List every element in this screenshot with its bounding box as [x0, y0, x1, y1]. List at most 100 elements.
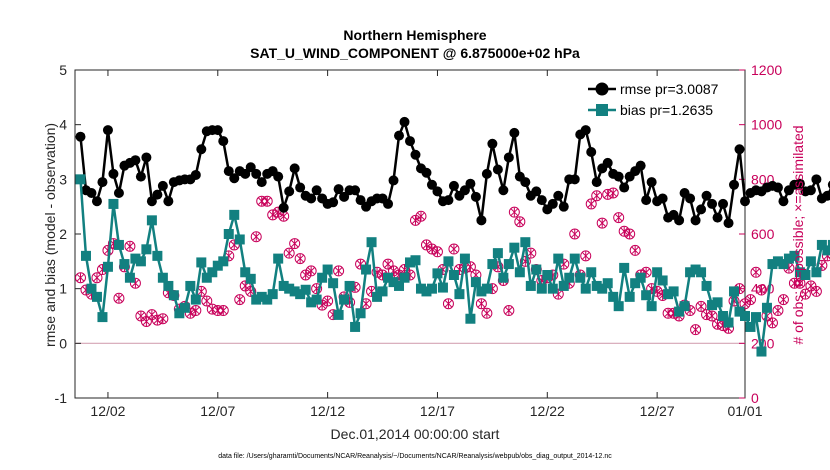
obs-assimilated-point	[203, 296, 211, 306]
rmse-point	[674, 215, 685, 226]
obs-assimilated-point	[604, 189, 612, 199]
x-tick-label: 12/02	[90, 403, 125, 419]
legend-rmse-label: rmse pr=3.0087	[620, 81, 719, 97]
obs-assimilated-point	[691, 325, 700, 335]
bias-point	[421, 286, 432, 297]
rmse-point	[86, 188, 97, 198]
rmse-point	[657, 193, 668, 204]
y-tick-label: 3	[59, 171, 67, 187]
bias-point	[619, 262, 630, 273]
bias-point	[218, 256, 229, 267]
rmse-point	[619, 182, 630, 193]
obs-assimilated-point	[236, 295, 244, 305]
x-tick-label: 12/17	[420, 403, 455, 419]
bias-point	[811, 267, 822, 278]
bias-point	[641, 290, 652, 301]
obs-possible-point	[772, 305, 784, 317]
rmse-point	[547, 198, 558, 209]
obs-possible-point	[140, 315, 152, 327]
bias-point	[487, 259, 498, 270]
obs-possible-point	[552, 288, 564, 300]
bias-point	[745, 321, 756, 332]
obs-assimilated-point	[411, 215, 420, 225]
obs-possible-point	[355, 258, 367, 270]
bias-point	[586, 267, 597, 278]
rmse-point	[91, 196, 102, 207]
obs-assimilated-point	[790, 278, 799, 288]
obs-assimilated-point	[450, 244, 458, 254]
y-tick-label: 1	[59, 281, 67, 297]
chart-title: Northern Hemisphere	[343, 27, 486, 43]
rmse-point	[729, 179, 740, 190]
rmse-point	[163, 196, 174, 207]
rmse-point	[130, 155, 141, 166]
rmse-point	[333, 184, 344, 195]
obs-assimilated-point	[510, 207, 518, 217]
y-tick-label: 5	[59, 62, 67, 78]
obs-possible-point	[91, 272, 103, 284]
obs-assimilated-point	[774, 306, 782, 316]
rmse-point	[190, 169, 201, 180]
rmse-point	[212, 125, 223, 136]
y2-tick-label: 600	[751, 226, 775, 242]
rmse-point	[811, 174, 822, 185]
bias-point	[536, 283, 547, 294]
bias-point	[783, 253, 794, 264]
obs-assimilated-point	[609, 188, 617, 198]
plot-area: 12/02 12/07 12/12 12/17 12/22 12/27 01/01 -101…	[55, 62, 830, 419]
obs-assimilated-point	[527, 248, 535, 258]
obs-assimilated-point	[291, 239, 299, 249]
bias-point	[547, 283, 558, 294]
obs-possible-point	[74, 272, 86, 284]
obs-possible-point	[294, 253, 306, 265]
bias-point	[822, 245, 830, 256]
rmse-point	[470, 191, 481, 202]
rmse-point	[778, 196, 789, 207]
obs-possible-point	[245, 285, 257, 297]
rmse-point	[586, 147, 597, 157]
bias-point	[580, 283, 591, 294]
rmse-point	[339, 191, 350, 202]
obs-possible-point	[250, 231, 262, 243]
bias-point	[201, 272, 212, 283]
rmse-point	[646, 177, 657, 188]
rmse-point	[388, 175, 399, 186]
rmse-point	[476, 215, 487, 226]
rmse-point	[509, 127, 520, 138]
obs-assimilated-point	[258, 196, 266, 206]
bias-point	[701, 280, 712, 291]
obs-assimilated-point	[483, 308, 491, 318]
obs-assimilated-point	[252, 232, 260, 242]
rmse-point	[602, 157, 613, 168]
bias-point	[630, 278, 641, 289]
rmse-point	[481, 168, 492, 179]
bias-point	[674, 306, 685, 317]
rmse-point	[218, 136, 229, 147]
bias-point	[613, 301, 624, 312]
obs-possible-point	[503, 305, 515, 317]
obs-assimilated-point	[713, 319, 722, 329]
bias-point	[399, 272, 410, 283]
bias-point	[591, 280, 602, 291]
bias-point	[152, 250, 163, 261]
bias-point	[328, 278, 339, 289]
bias-point	[690, 264, 701, 275]
obs-possible-point	[113, 292, 125, 304]
obs-assimilated-point	[702, 310, 711, 320]
bias-point	[190, 294, 201, 305]
y2-tick-label: 1000	[751, 117, 782, 133]
bias-point	[602, 278, 613, 289]
obs-possible-point	[766, 317, 778, 329]
rmse-point	[822, 190, 830, 201]
x-tick-label: 12/27	[640, 403, 675, 419]
obs-assimilated-point	[615, 213, 623, 223]
bias-point	[168, 290, 179, 301]
obs-possible-point	[690, 324, 702, 336]
obs-possible-point	[283, 247, 295, 259]
obs-possible-point	[311, 283, 323, 295]
rmse-point	[245, 162, 256, 173]
bias-point	[772, 256, 783, 267]
obs-possible-point	[129, 277, 141, 289]
rmse-point	[685, 193, 696, 204]
bias-point	[432, 268, 443, 279]
